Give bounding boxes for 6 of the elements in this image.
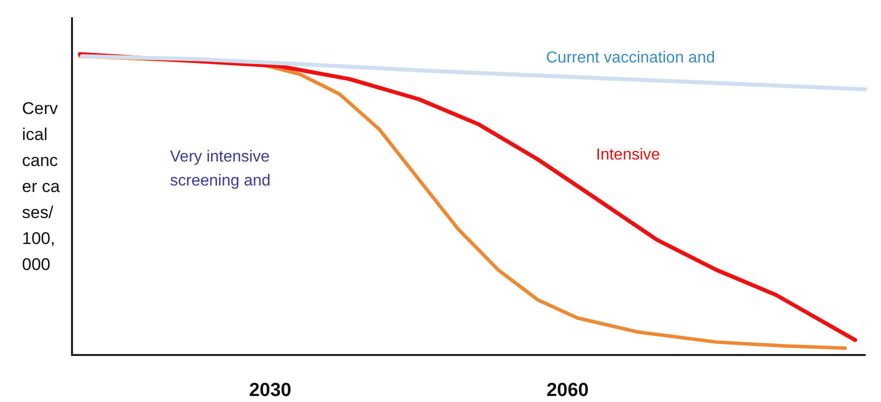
- annotation: Very intensive screening and: [170, 148, 274, 190]
- series-label: Intensive: [596, 146, 660, 164]
- series-label: Current vaccination and: [546, 50, 715, 66]
- y-axis-title: Cervical cancer cases/100,000: [22, 98, 60, 276]
- x-tick-label: 2030: [249, 380, 292, 401]
- x-tick-label: 2060: [546, 380, 589, 401]
